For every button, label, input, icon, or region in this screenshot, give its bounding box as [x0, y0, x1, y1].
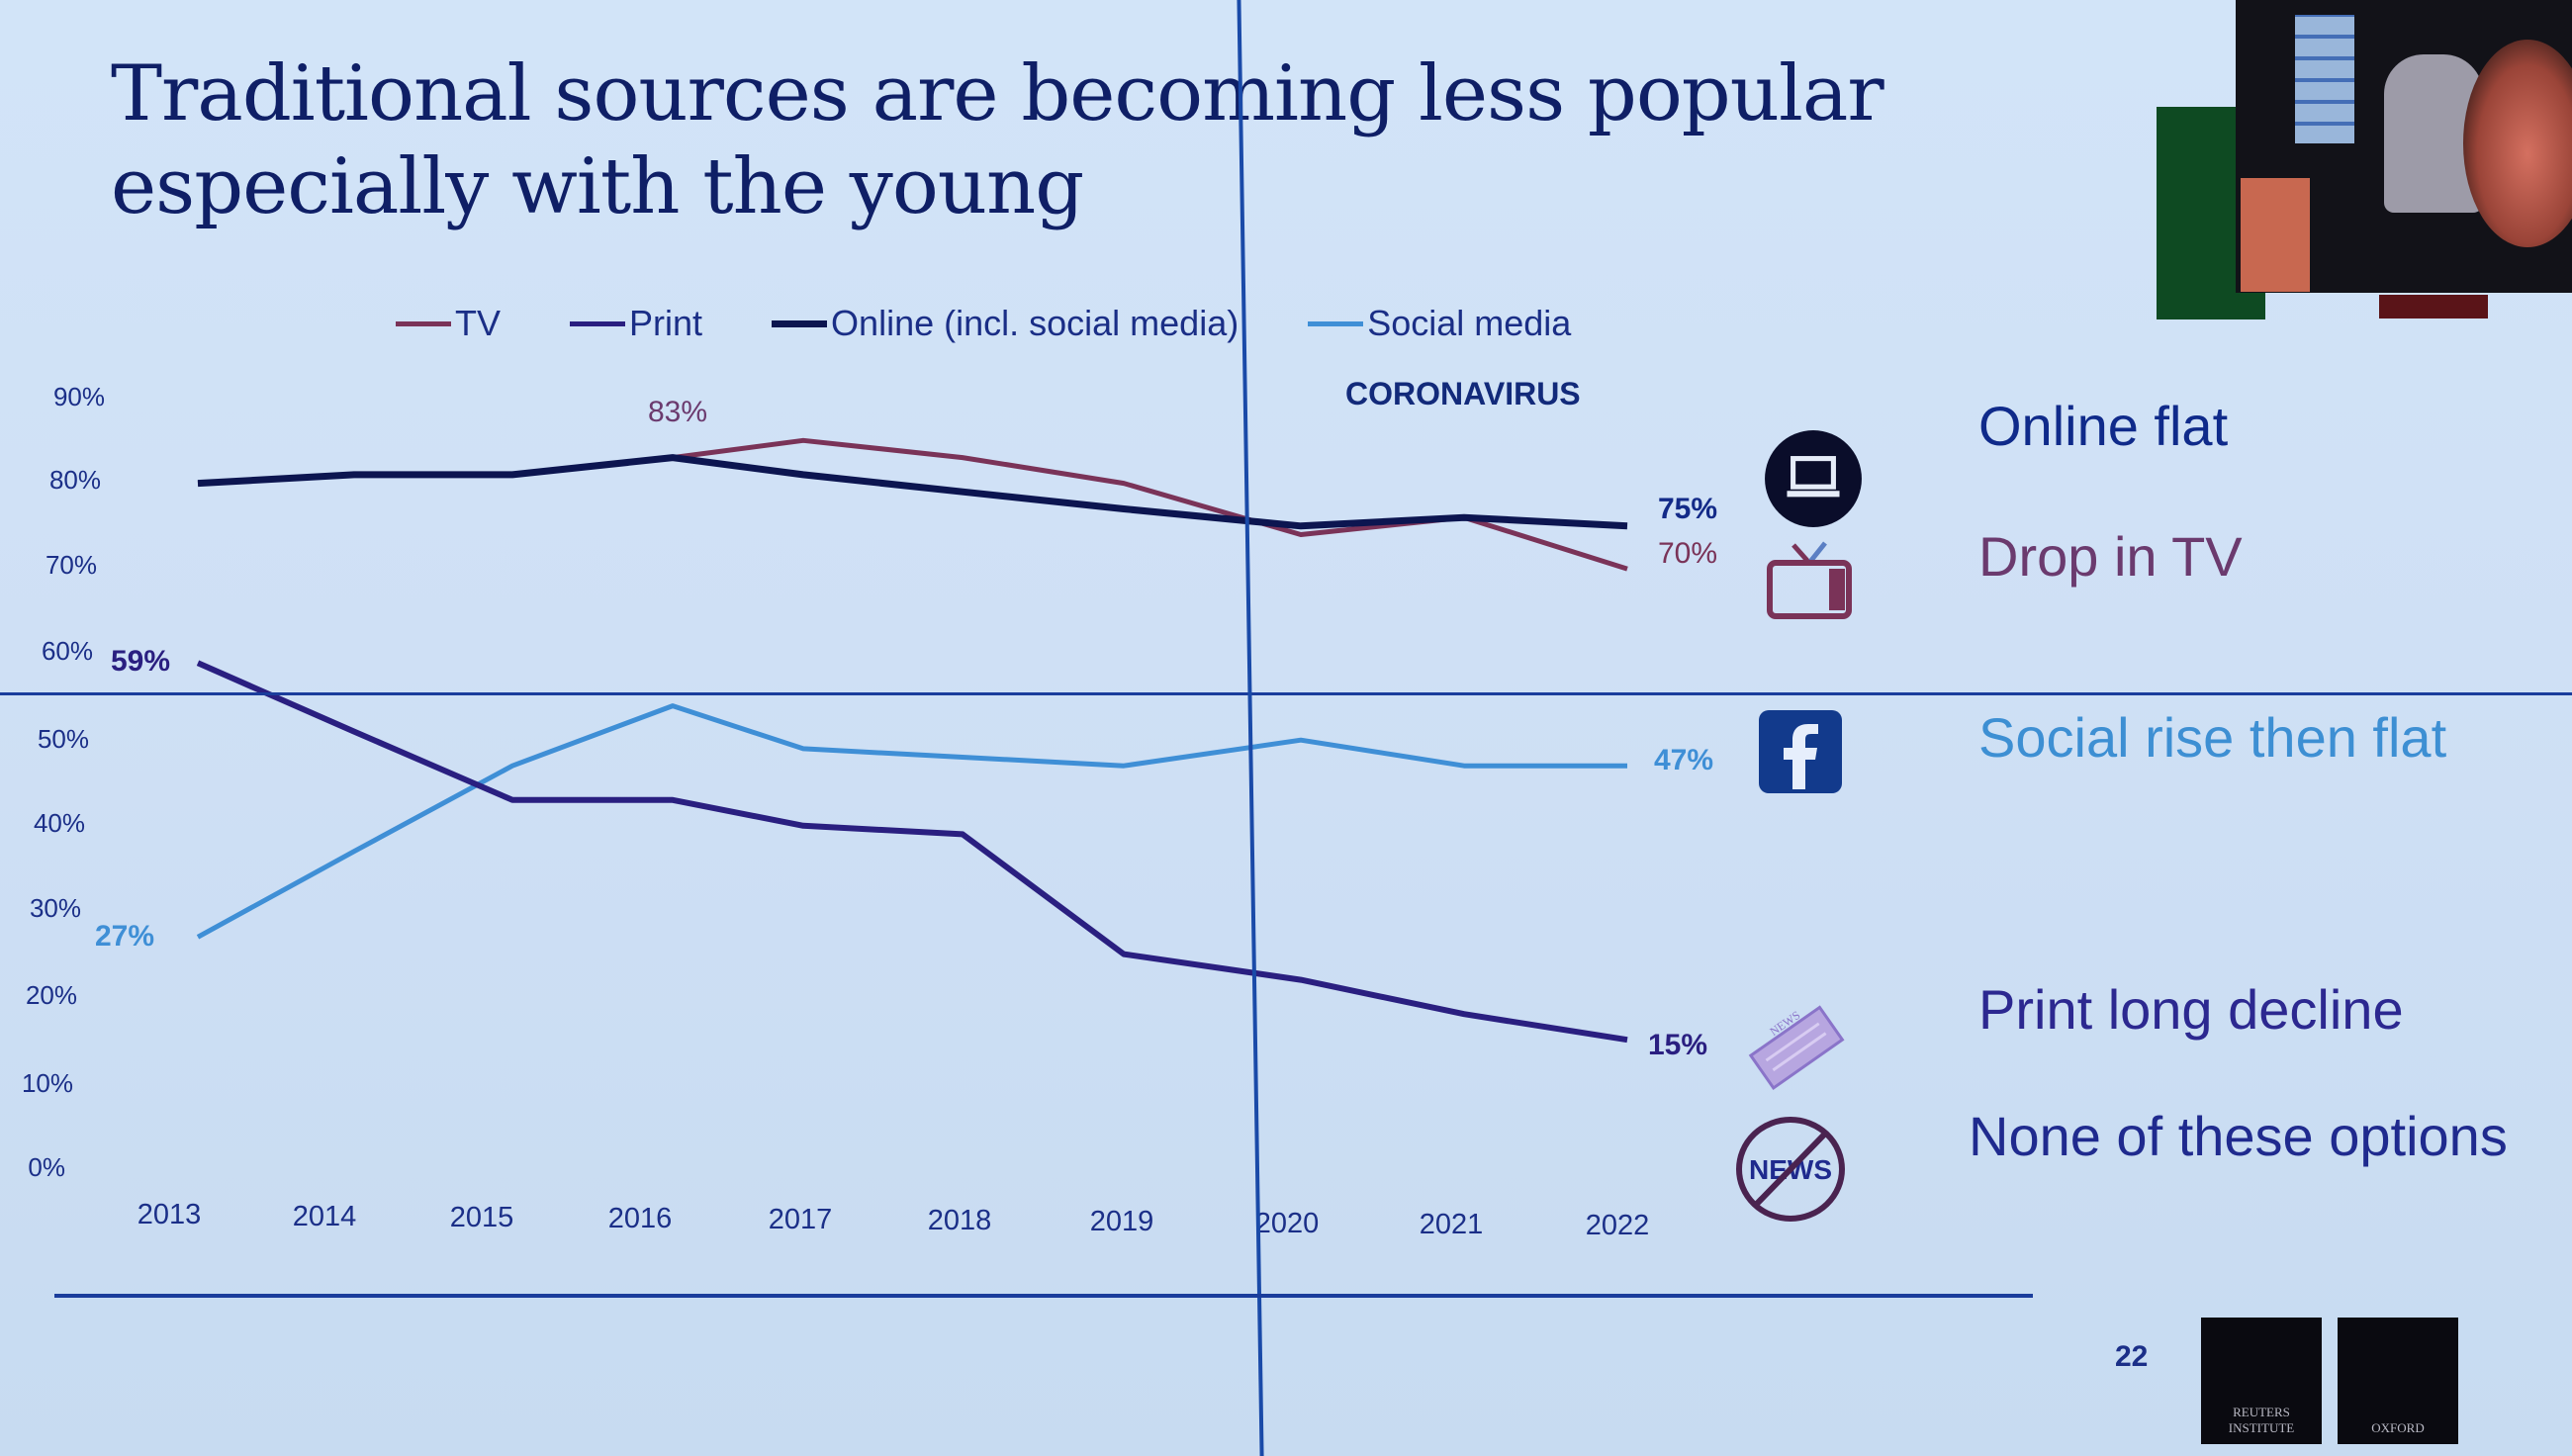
tv-icon: [1766, 539, 1855, 627]
data-label-social-start: 27%: [95, 920, 155, 953]
coronavirus-annotation: CORONAVIRUS: [1345, 376, 1581, 411]
page-number: 22: [2115, 1340, 2149, 1373]
no-news-icon: NEWS: [1733, 1115, 1848, 1228]
legend-swatch-print: [570, 320, 626, 326]
oxford-logo: OXFORD: [2338, 1318, 2458, 1444]
series-line-social-media: [196, 703, 1627, 940]
x-tick: 2021: [1419, 1209, 1484, 1240]
legend-label: TV: [455, 303, 502, 343]
newspaper-icon: NEWS: [1743, 994, 1847, 1103]
data-label-social-end: 47%: [1654, 744, 1714, 776]
legend-swatch-online: [772, 319, 828, 327]
x-tick: 2016: [607, 1203, 673, 1234]
logo-text: OXFORD: [2371, 1420, 2425, 1435]
legend-swatch-social: [1308, 320, 1364, 326]
x-tick: 2019: [1089, 1206, 1154, 1237]
reuters-institute-logo: REUTERS INSTITUTE: [2201, 1318, 2322, 1444]
laptop-icon: [1763, 428, 1864, 534]
y-tick: 90%: [52, 382, 105, 411]
x-tick: 2020: [1254, 1208, 1320, 1239]
data-label-tv-end: 70%: [1658, 537, 1718, 570]
series-line-tv: [197, 437, 1628, 572]
title-line-1: Traditional sources are becoming less po…: [111, 49, 1884, 138]
legend-label: Online (incl. social media): [831, 303, 1240, 343]
data-label-print-start: 59%: [111, 645, 171, 678]
webcam-video-overlay: [2157, 0, 2572, 321]
legend-label: Social media: [1367, 303, 1572, 343]
slide-title: Traditional sources are becoming less po…: [111, 47, 1884, 233]
y-tick: 60%: [41, 636, 93, 666]
y-tick: 50%: [37, 724, 89, 754]
series-line-print: [196, 660, 1628, 1044]
facebook-icon: [1759, 710, 1842, 798]
takeaway-label: Social rise then flat: [1978, 705, 2447, 769]
takeaway-label: Print long decline: [1978, 977, 2404, 1041]
x-tick: 2017: [768, 1204, 833, 1235]
legend-label: Print: [629, 303, 703, 343]
data-label-print-end: 15%: [1648, 1029, 1708, 1061]
webcam-feed: [2236, 0, 2572, 293]
webcam-window: [2295, 15, 2354, 143]
y-tick: 80%: [48, 465, 101, 495]
data-label-tv-peak: 83%: [648, 396, 708, 428]
footer-rule: [54, 1294, 2033, 1298]
y-tick: 40%: [33, 808, 85, 838]
webcam-face: [2463, 40, 2572, 247]
y-tick: 70%: [45, 550, 97, 580]
y-tick: 30%: [29, 893, 81, 923]
x-tick: 2022: [1585, 1210, 1650, 1241]
y-tick: 20%: [25, 980, 77, 1010]
legend-item-tv: TV: [396, 303, 501, 344]
y-tick: 0%: [28, 1152, 65, 1182]
takeaway-label: Drop in TV: [1978, 524, 2243, 588]
series-line-online: [197, 454, 1628, 530]
webcam-red-strip: [2379, 295, 2488, 318]
x-tick: 2018: [927, 1205, 992, 1236]
x-tick: 2014: [292, 1201, 357, 1232]
data-label-online-end: 75%: [1658, 493, 1718, 525]
legend-item-print: Print: [570, 303, 702, 344]
takeaway-label: None of these options: [1969, 1104, 2508, 1167]
x-tick: 2015: [449, 1202, 514, 1233]
divider-horizontal: [0, 692, 2572, 695]
chart-legend: TV Print Online (incl. social media) Soc…: [396, 303, 1571, 344]
legend-item-social: Social media: [1308, 303, 1571, 344]
x-tick: 2013: [137, 1199, 202, 1230]
webcam-hand: [2241, 178, 2310, 292]
title-line-2: especially with the young: [111, 142, 1084, 231]
takeaway-label: Online flat: [1978, 394, 2229, 457]
y-tick: 10%: [21, 1068, 73, 1098]
logo-text: REUTERS INSTITUTE: [2228, 1405, 2295, 1435]
legend-swatch-tv: [396, 320, 451, 326]
legend-item-online: Online (incl. social media): [772, 303, 1239, 344]
